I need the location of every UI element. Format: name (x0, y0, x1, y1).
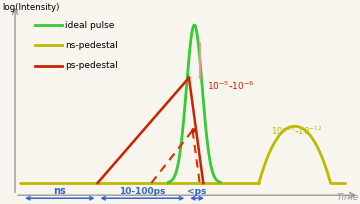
Text: ps-pedestal: ps-pedestal (65, 61, 118, 70)
Text: $10^{-11}$-$10^{-12}$: $10^{-11}$-$10^{-12}$ (271, 124, 323, 136)
Text: 10-100ps: 10-100ps (119, 187, 166, 196)
Text: ideal pulse: ideal pulse (65, 21, 114, 30)
Text: log(Intensity): log(Intensity) (3, 3, 60, 12)
Text: Time: Time (337, 193, 359, 202)
Text: $10^{-5}$-$10^{-6}$: $10^{-5}$-$10^{-6}$ (207, 80, 254, 92)
Text: ns-pedestal: ns-pedestal (65, 41, 118, 50)
Text: <ps: <ps (187, 187, 207, 196)
Text: ns: ns (54, 186, 66, 196)
